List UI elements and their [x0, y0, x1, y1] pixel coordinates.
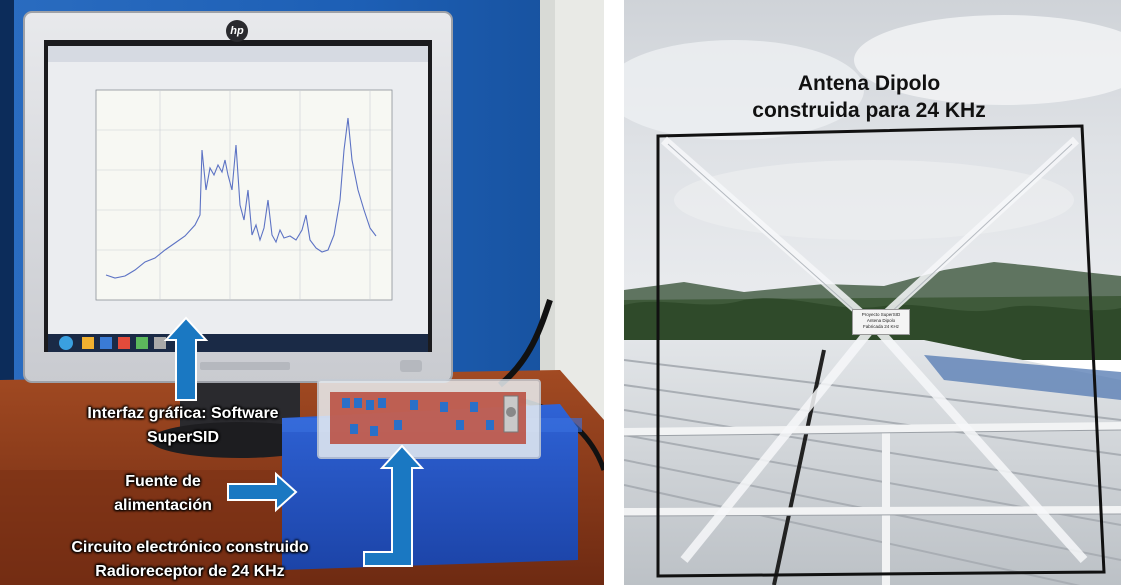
hp-logo: hp: [226, 20, 248, 42]
label-plate-line-3: Fabricada 24 KHz: [862, 324, 900, 329]
antenna-title: Antena Dipolo construida para 24 KHz: [704, 70, 1034, 124]
left-photo-scene: [0, 0, 604, 585]
annotation-circuito-line-2: Radioreceptor de 24 KHz: [95, 563, 285, 580]
annotation-fuente: Fuente de alimentación: [88, 470, 238, 518]
annotation-interfaz: Interfaz gráfica: Software SuperSID: [38, 402, 328, 450]
annotation-circuito: Circuito electrónico construido Radiorec…: [20, 536, 360, 584]
label-plate-line-2: Antena Dipolo: [866, 318, 896, 323]
annotation-fuente-line-1: Fuente de: [125, 473, 201, 490]
annotation-circuito-line-1: Circuito electrónico construido: [71, 539, 309, 556]
annotation-interfaz-line-2: SuperSID: [146, 429, 219, 446]
antenna-title-line-2: construida para 24 KHz: [752, 99, 986, 122]
right-photo: Antena Dipolo construida para 24 KHz Pro…: [624, 0, 1121, 585]
antenna-label-plate: Proyecto SuperSID Antena Dipolo Fabricad…: [852, 309, 910, 335]
left-photo: hp Interfaz gráfica: Software SuperSID F…: [0, 0, 604, 585]
annotation-fuente-line-2: alimentación: [114, 497, 212, 514]
annotation-interfaz-line-1: Interfaz gráfica: Software: [87, 405, 279, 422]
label-plate-line-1: Proyecto SuperSID: [861, 312, 901, 317]
antenna-title-line-1: Antena Dipolo: [797, 72, 941, 95]
